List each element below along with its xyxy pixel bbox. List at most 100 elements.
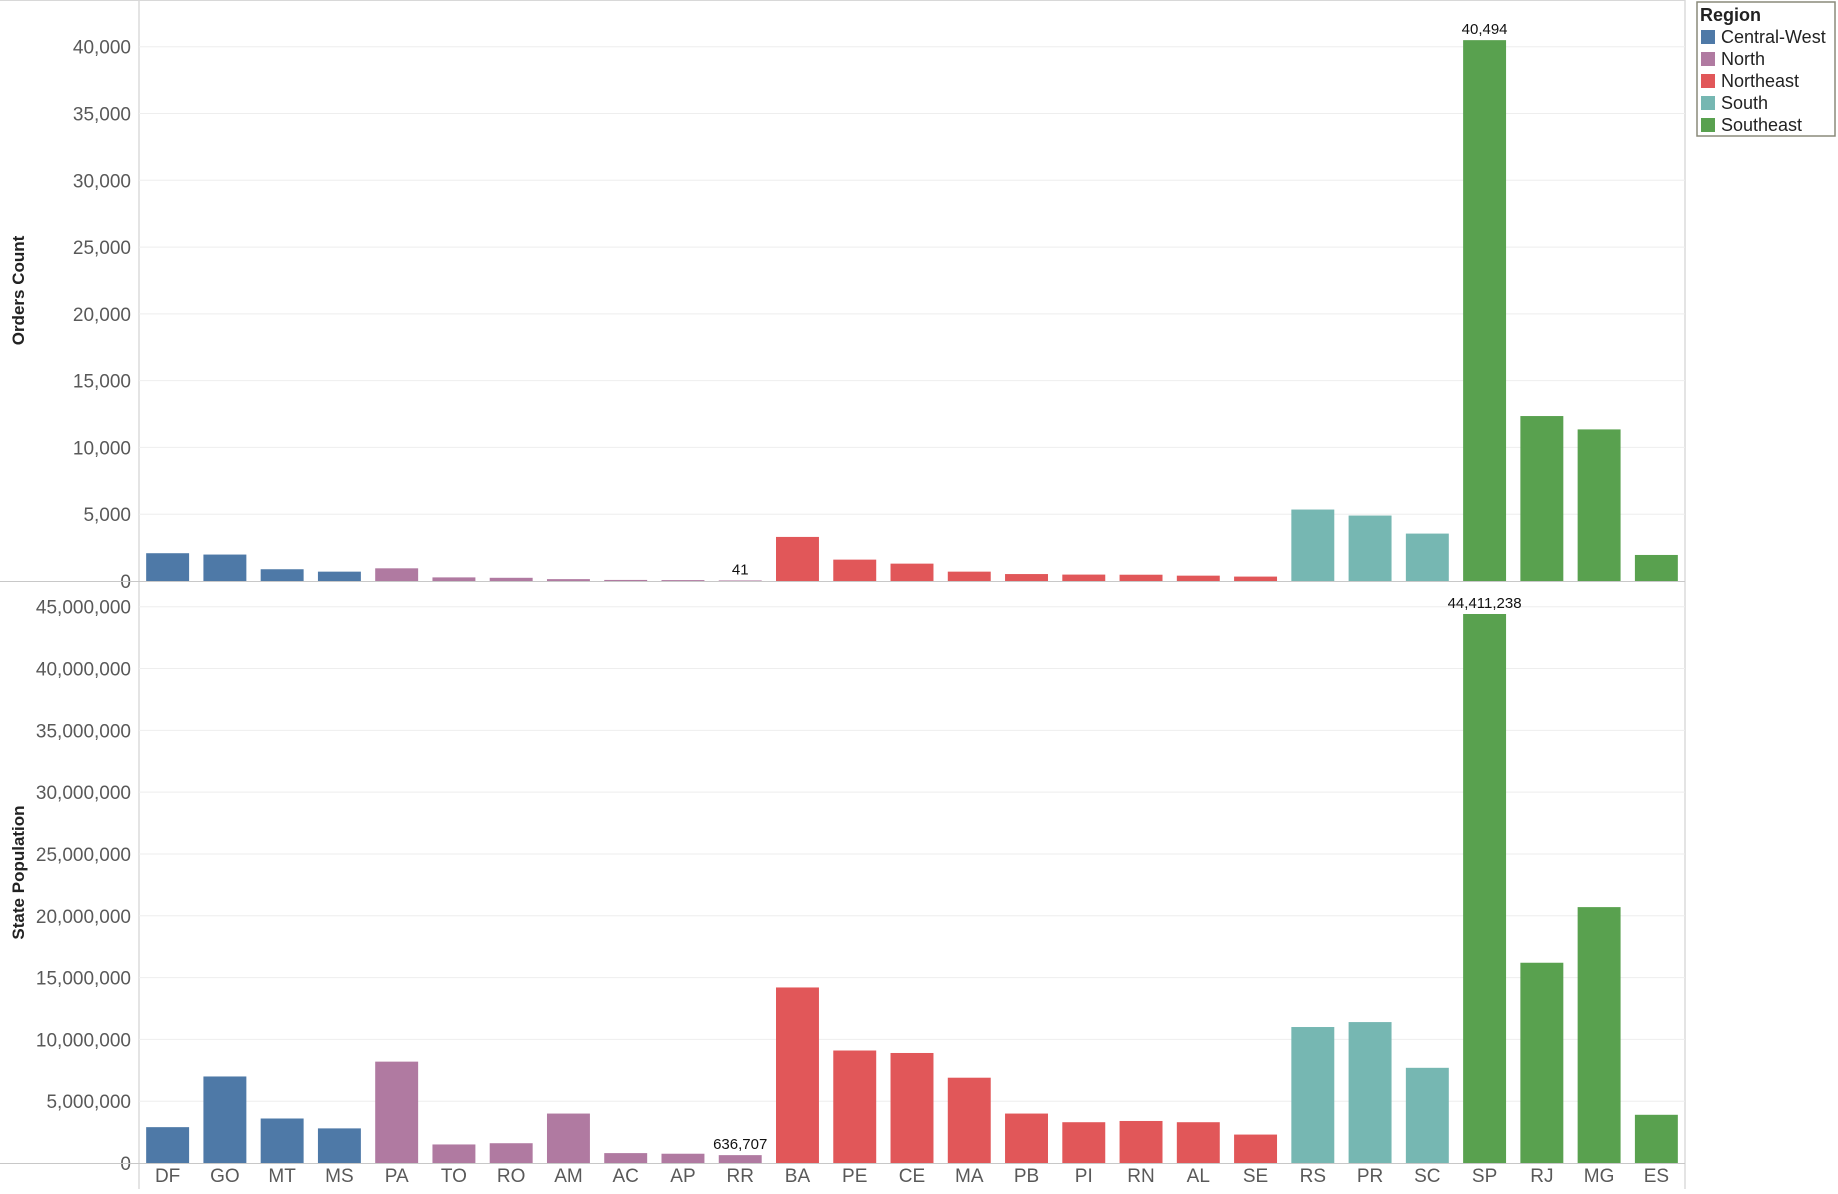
bar-pe[interactable] bbox=[833, 1050, 877, 1163]
bar-am[interactable] bbox=[546, 1113, 590, 1163]
x-tick-label: PE bbox=[842, 1166, 867, 1187]
bar-to[interactable] bbox=[432, 577, 476, 581]
bar-se[interactable] bbox=[1234, 1134, 1278, 1163]
bar-df[interactable] bbox=[146, 553, 190, 581]
bar-go[interactable] bbox=[203, 1076, 247, 1163]
bar-pe[interactable] bbox=[833, 559, 877, 581]
x-tick-label: CE bbox=[899, 1166, 925, 1187]
legend-item-label[interactable]: Northeast bbox=[1721, 71, 1799, 91]
bar-pi[interactable] bbox=[1062, 1122, 1106, 1163]
legend-swatch bbox=[1701, 30, 1715, 44]
bar-ap[interactable] bbox=[661, 1153, 705, 1163]
x-tick-label: RN bbox=[1127, 1166, 1154, 1187]
bar-rj[interactable] bbox=[1520, 962, 1564, 1163]
bar-ba[interactable] bbox=[776, 536, 819, 581]
x-tick-label: AP bbox=[670, 1166, 695, 1187]
x-tick-label: ES bbox=[1644, 1166, 1669, 1187]
legend-item-label[interactable]: North bbox=[1721, 49, 1765, 69]
bar-ro[interactable] bbox=[489, 1143, 533, 1163]
y-tick-label: 5,000,000 bbox=[46, 1092, 131, 1113]
x-tick-label: PA bbox=[385, 1166, 409, 1187]
bar-am[interactable] bbox=[546, 579, 590, 581]
x-tick-label: AM bbox=[554, 1166, 583, 1187]
bar-mt[interactable] bbox=[260, 569, 304, 581]
bar-ac[interactable] bbox=[604, 1153, 648, 1163]
bar-pr[interactable] bbox=[1348, 515, 1392, 581]
bar-ce[interactable] bbox=[890, 563, 934, 581]
legend-item-label[interactable]: Southeast bbox=[1721, 115, 1802, 135]
bar-ms[interactable] bbox=[317, 571, 361, 581]
bar-sp[interactable] bbox=[1463, 614, 1507, 1163]
bar-pb[interactable] bbox=[1005, 574, 1048, 581]
legend-swatch bbox=[1701, 96, 1715, 110]
y-tick-label: 5,000 bbox=[83, 505, 131, 526]
bar-mt[interactable] bbox=[260, 1118, 304, 1163]
legend-swatch bbox=[1701, 118, 1715, 132]
y-tick-label: 30,000 bbox=[73, 171, 131, 192]
legend-item-label[interactable]: Central-West bbox=[1721, 27, 1826, 47]
x-tick-label: RS bbox=[1300, 1166, 1326, 1187]
bar-rs[interactable] bbox=[1291, 1027, 1335, 1163]
bar-se[interactable] bbox=[1234, 576, 1278, 581]
x-tick-label: MT bbox=[268, 1166, 296, 1187]
x-tick-label: GO bbox=[210, 1166, 240, 1187]
bar-pa[interactable] bbox=[375, 568, 419, 581]
legend-box bbox=[1696, 1, 1836, 137]
bar-ce[interactable] bbox=[890, 1052, 934, 1163]
y-tick-label: 30,000,000 bbox=[36, 783, 131, 804]
bar-rn[interactable] bbox=[1119, 1120, 1163, 1163]
y-tick-label: 40,000,000 bbox=[36, 660, 131, 681]
bar-pa[interactable] bbox=[375, 1061, 419, 1163]
bar-al[interactable] bbox=[1176, 575, 1220, 581]
x-tick-label: RJ bbox=[1530, 1166, 1553, 1187]
bar-df[interactable] bbox=[146, 1127, 190, 1163]
bar-mg[interactable] bbox=[1577, 907, 1621, 1163]
bar-go[interactable] bbox=[203, 554, 247, 581]
legend-item-label[interactable]: South bbox=[1721, 93, 1768, 113]
y-tick-label: 35,000,000 bbox=[36, 721, 131, 742]
x-tick-label: AC bbox=[613, 1166, 639, 1187]
legend-swatch bbox=[1701, 74, 1715, 88]
legend-title: Region bbox=[1700, 5, 1761, 25]
bar-al[interactable] bbox=[1176, 1122, 1220, 1163]
bar-to[interactable] bbox=[432, 1144, 476, 1163]
data-label: 44,411,238 bbox=[1448, 595, 1522, 612]
bar-rr[interactable] bbox=[718, 1155, 762, 1163]
y-tick-label: 45,000,000 bbox=[36, 598, 131, 619]
y-tick-label: 0 bbox=[120, 1154, 131, 1175]
bar-sp[interactable] bbox=[1463, 40, 1507, 581]
bar-sc[interactable] bbox=[1405, 1067, 1449, 1163]
bar-es[interactable] bbox=[1634, 554, 1678, 581]
bar-es[interactable] bbox=[1634, 1114, 1678, 1163]
bar-pr[interactable] bbox=[1348, 1022, 1392, 1163]
x-tick-label: MS bbox=[325, 1166, 354, 1187]
bar-rn[interactable] bbox=[1119, 574, 1163, 581]
bar-ap[interactable] bbox=[661, 580, 705, 582]
bar-rj[interactable] bbox=[1520, 416, 1564, 581]
bar-ro[interactable] bbox=[489, 577, 533, 581]
bar-ma[interactable] bbox=[947, 571, 991, 581]
x-tick-label: MG bbox=[1584, 1166, 1615, 1187]
bar-ac[interactable] bbox=[604, 579, 648, 581]
bar-ms[interactable] bbox=[317, 1128, 361, 1163]
bar-pb[interactable] bbox=[1005, 1113, 1048, 1163]
bar-ma[interactable] bbox=[947, 1077, 991, 1163]
y-tick-label: 20,000 bbox=[73, 305, 131, 326]
bar-mg[interactable] bbox=[1577, 429, 1621, 581]
bar-sc[interactable] bbox=[1405, 533, 1449, 581]
x-tick-label: MA bbox=[955, 1166, 984, 1187]
bar-rs[interactable] bbox=[1291, 509, 1335, 581]
data-label: 41 bbox=[732, 561, 749, 578]
y-tick-label: 10,000 bbox=[73, 438, 131, 459]
bar-rr[interactable] bbox=[718, 580, 762, 582]
x-tick-label: DF bbox=[155, 1166, 180, 1187]
x-tick-label: RO bbox=[497, 1166, 526, 1187]
bar-ba[interactable] bbox=[776, 987, 819, 1163]
x-tick-label: TO bbox=[441, 1166, 467, 1187]
x-tick-label: PI bbox=[1075, 1166, 1093, 1187]
bar-pi[interactable] bbox=[1062, 574, 1106, 581]
y-tick-label: 10,000,000 bbox=[36, 1030, 131, 1051]
y-axis-title: Orders Count bbox=[9, 235, 28, 345]
